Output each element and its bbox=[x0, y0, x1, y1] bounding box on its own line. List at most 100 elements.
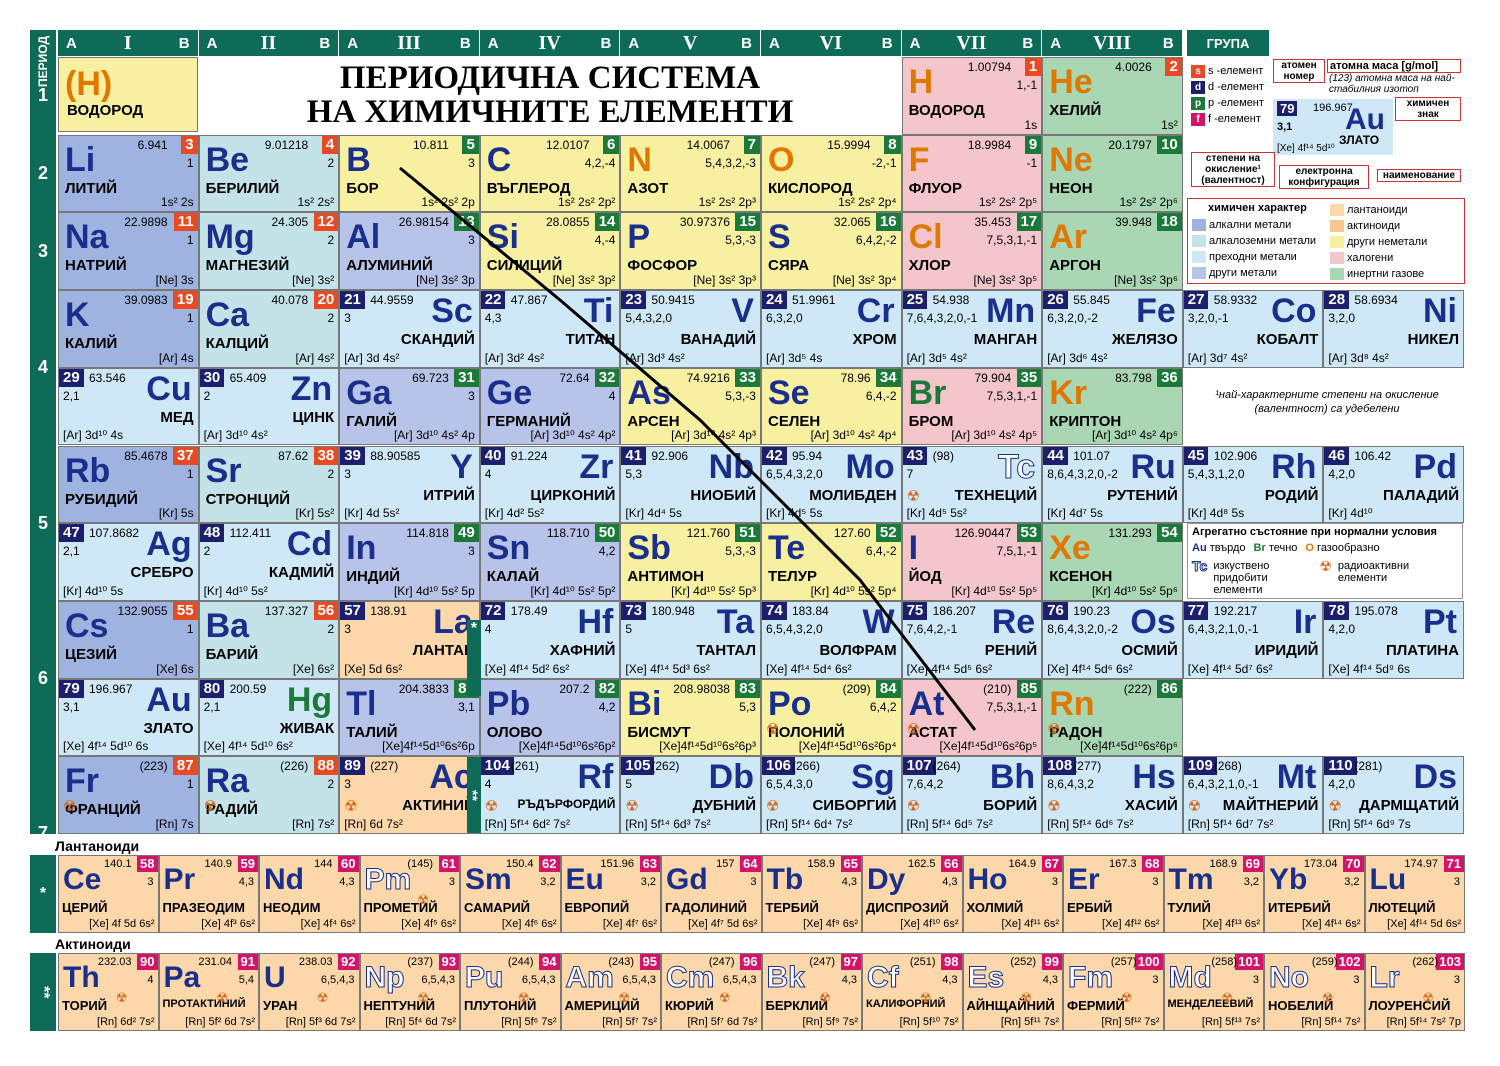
cell-cs[interactable]: 55 132.9055 Cs ЦЕЗИЙ 1 [Xe] 6s bbox=[58, 600, 199, 679]
cell-ac[interactable]: 89 (227) Ac АКТИНИЙ 3 [Rn] 6d 7s² ☢ bbox=[339, 756, 480, 834]
cell-no[interactable]: 102 (259) No 3 НОБЕЛИЙ [Rn] 5f¹⁴ 7s² ☢ bbox=[1264, 953, 1365, 1031]
cell-c[interactable]: 6 12.0107 C ВЪГЛЕРОД 4,2,-4 1s² 2s² 2p² bbox=[479, 134, 621, 213]
cell-cu[interactable]: 29 63.546 Cu МЕД 2,1 [Ar] 3d¹⁰ 4s bbox=[58, 367, 199, 446]
cell-ce[interactable]: 58 140.1 Ce 3 ЦЕРИЙ [Xe] 4f 5d 6s² bbox=[58, 855, 159, 933]
cell-th[interactable]: 90 232.03 Th 4 ТОРИЙ [Rn] 6d² 7s² ☢ bbox=[58, 953, 159, 1031]
cell-o[interactable]: 8 15.9994 O КИСЛОРОД -2,-1 1s² 2s² 2p⁴ bbox=[761, 134, 902, 213]
cell-ti[interactable]: 22 47.867 Ti ТИТАН 4,3 [Ar] 3d² 4s² bbox=[479, 290, 621, 368]
cell-rn[interactable]: 86 (222) Rn РАДОН [Xe]4f¹⁴5d¹⁰6s²6p⁶ ☢ bbox=[1042, 678, 1183, 757]
cell-mn[interactable]: 25 54.938 Mn МАНГАН 7,6,4,3,2,0,-1 [Ar] 3d⁵ 4… bbox=[901, 290, 1043, 368]
cell-gd[interactable]: 64 157 Gd 3 ГАДОЛИНИЙ [Xe] 4f⁷ 5d 6s² bbox=[661, 855, 762, 933]
cell-re[interactable]: 75 186.207 Re РЕНИЙ 7,6,4,2,-1 [Xe] 4f¹⁴ 5d⁵ … bbox=[901, 600, 1043, 679]
cell-tb[interactable]: 65 158.9 Tb 4,3 ТЕРБИЙ [Xe] 4f⁹ 6s² bbox=[761, 855, 862, 933]
cell-br[interactable]: 35 79.904 Br БРОМ 7,5,3,1,-1 [Ar] 3d¹⁰ 4s² 4p… bbox=[901, 367, 1043, 446]
cell-p[interactable]: 15 30.97376 P ФОСФОР 5,3,-3 [Ne] 3s² 3p³ bbox=[620, 212, 761, 291]
cell-f[interactable]: 9 18.9984 F ФЛУОР -1 1s² 2s² 2p⁵ bbox=[901, 134, 1043, 213]
cell-ta[interactable]: 73 180.948 Ta ТАНТАЛ 5 [Xe] 4f¹⁴ 5d³ 6s² bbox=[620, 600, 761, 679]
cell-dy[interactable]: 66 162.5 Dy 4,3 ДИСПРОЗИЙ [Xe] 4f¹⁰ 6s² bbox=[862, 855, 963, 933]
cell-ar[interactable]: 18 39.948 Ar АРГОН [Ne] 3s² 3p⁶ bbox=[1042, 212, 1183, 291]
cell-pm[interactable]: 61 (145) Pm 3 ПРОМЕТИЙ [Xe] 4f⁵ 6s² ☢ bbox=[359, 855, 460, 933]
cell-fm[interactable]: 100 (257) Fm 3 ФЕРМИЙ [Rn] 5f¹² 7s² ☢ bbox=[1063, 953, 1164, 1031]
cell-yb[interactable]: 70 173.04 Yb 3,2 ИТЕРБИЙ [Xe] 4f¹⁴ 6s² bbox=[1264, 855, 1365, 933]
cell-te[interactable]: 52 127.60 Te ТЕЛУР 6,4,-2 [Kr] 4d¹⁰ 5s² 5p⁴ bbox=[761, 523, 902, 601]
cell-ho[interactable]: 67 164.9 Ho 3 ХОЛМИЙ [Xe] 4f¹¹ 6s² bbox=[962, 855, 1063, 933]
cell-la[interactable]: 57 138.91 La ЛАНТАН 3 [Xe] 5d 6s² bbox=[339, 600, 480, 679]
cell-rb[interactable]: 37 85.4678 Rb РУБИДИЙ 1 [Kr] 5s bbox=[58, 445, 199, 524]
cell-lu[interactable]: 71 174.97 Lu 3 ЛЮТЕЦИЙ [Xe] 4f¹⁴ 5d 6s² bbox=[1364, 855, 1465, 933]
cell-hs[interactable]: 108 (277) Hs ХАСИЙ 8,6,4,3,2 [Rn] 5f¹⁴ 6d⁶ 7s… bbox=[1042, 756, 1183, 834]
cell-np[interactable]: 93 (237) Np 6,5,4,3 НЕПТУНИЙ [Rn] 5f⁴ 6d 7s² ☢ bbox=[359, 953, 460, 1031]
cell-in[interactable]: 49 114.818 In ИНДИЙ 3 [Kr] 4d¹⁰ 5s² 5p bbox=[339, 523, 480, 601]
cell-rh[interactable]: 45 102.906 Rh РОДИЙ 5,4,3,1,2,0 [Kr] 4d⁸ 5s bbox=[1182, 445, 1324, 524]
cell-ba[interactable]: 56 137.327 Ba БАРИЙ 2 [Xe] 6s² bbox=[198, 600, 340, 679]
cell-pt[interactable]: 78 195.078 Pt ПЛАТИНА 4,2,0 [Xe] 4f¹⁴ 5d⁹ 6s bbox=[1323, 600, 1464, 679]
cell-es[interactable]: 99 (252) Es 4,3 АЙНЩАЙНИЙ [Rn] 5f¹¹ 7s² ☢ bbox=[962, 953, 1063, 1031]
cell-li[interactable]: 3 6.941 Li ЛИТИЙ 1 1s² 2s bbox=[58, 134, 199, 213]
cell-ir[interactable]: 77 192.217 Ir ИРИДИЙ 6,4,3,2,1,0,-1 [Xe] 4f¹⁴… bbox=[1182, 600, 1324, 679]
cell-sm[interactable]: 62 150.4 Sm 3,2 САМАРИЙ [Xe] 4f⁶ 6s² bbox=[460, 855, 561, 933]
cell-at[interactable]: 85 (210) At АСТАТ 7,5,3,1,-1 [Xe]4f¹⁴5d¹⁰6s²6… bbox=[901, 678, 1043, 757]
cell-ca[interactable]: 20 40.078 Ca КАЛЦИЙ 2 [Ar] 4s² bbox=[198, 290, 340, 368]
cell-s[interactable]: 16 32.065 S СЯРА 6,4,2,-2 [Ne] 3s² 3p⁴ bbox=[761, 212, 902, 291]
cell-bi[interactable]: 83 208.98038 Bi БИСМУТ 5,3 [Xe]4f¹⁴5d¹⁰6s²6p³ bbox=[620, 678, 761, 757]
cell-b[interactable]: 5 10.811 B БОР 3 1s² 2s² 2p bbox=[339, 134, 480, 213]
cell-cm[interactable]: 96 (247) Cm 6,5,4,3 КЮРИЙ [Rn] 5f⁷ 6d 7s² ☢ bbox=[661, 953, 762, 1031]
cell-zn[interactable]: 30 65.409 Zn ЦИНК 2 [Ar] 3d¹⁰ 4s² bbox=[198, 367, 340, 446]
cell-ra[interactable]: 88 (226) Ra РАДИЙ 2 [Rn] 7s² ☢ bbox=[198, 756, 340, 834]
cell-kr[interactable]: 36 83.798 Kr КРИПТОН [Ar] 3d¹⁰ 4s² 4p⁶ bbox=[1042, 367, 1183, 446]
cell-as[interactable]: 33 74.9216 As АРСЕН 5,3,-3 [Ar] 3d¹⁰ 4s² 4p³ bbox=[620, 367, 761, 446]
cell-be[interactable]: 4 9.01218 Be БЕРИЛИЙ 2 1s² 2s² bbox=[198, 134, 340, 213]
cell-au[interactable]: 79 196.967 Au ЗЛАТО 3,1 [Xe] 4f¹⁴ 5d¹⁰ 6s bbox=[58, 678, 199, 757]
cell-pb[interactable]: 82 207.2 Pb ОЛОВО 4,2 [Xe]4f¹⁴5d¹⁰6s²6p² bbox=[479, 678, 621, 757]
cell-ga[interactable]: 31 69.723 Ga ГАЛИЙ 3 [Ar] 3d¹⁰ 4s² 4p bbox=[339, 367, 480, 446]
cell-rf[interactable]: 104 (261) Rf РЪДЪРФОРДИЙ 4 [Rn] 5f¹⁴ 6d² 7s² ☢ bbox=[479, 756, 621, 834]
cell-tc[interactable]: 43 (98) Tc ТЕХНЕЦИЙ 7 [Kr] 4d⁵ 5s² ☢ bbox=[901, 445, 1043, 524]
cell-sn[interactable]: 50 118.710 Sn КАЛАЙ 4,2 [Kr] 4d¹⁰ 5s² 5p² bbox=[479, 523, 621, 601]
cell-db[interactable]: 105 (262) Db ДУБНИЙ 5 [Rn] 5f¹⁴ 6d³ 7s² ☢ bbox=[620, 756, 761, 834]
cell-zr[interactable]: 40 91.224 Zr ЦИРКОНИЙ 4 [Kr] 4d² 5s² bbox=[479, 445, 621, 524]
cell-se[interactable]: 34 78.96 Se СЕЛЕН 6,4,-2 [Ar] 3d¹⁰ 4s² 4p⁴ bbox=[761, 367, 902, 446]
cell-lr[interactable]: 103 (262) Lr 3 ЛОУРЕНСИЙ [Rn] 5f¹⁴ 7s² 7p ☢ bbox=[1364, 953, 1465, 1031]
cell-he[interactable]: 2 4.0026 He ХЕЛИЙ 1s² bbox=[1042, 57, 1183, 135]
cell-i[interactable]: 53 126.90447 I ЙОД 7,5,1,-1 [Kr] 4d¹⁰ 5s² 5p⁵ bbox=[901, 523, 1043, 601]
cell-w[interactable]: 74 183.84 W ВОЛФРАМ 6,5,4,3,2,0 [Xe] 4f¹⁴ 5d⁴… bbox=[761, 600, 902, 679]
cell-xe[interactable]: 54 131.293 Xe КСЕНОН [Kr] 4d¹⁰ 5s² 5p⁶ bbox=[1042, 523, 1183, 601]
cell-sb[interactable]: 51 121.760 Sb АНТИМОН 5,3,-3 [Kr] 4d¹⁰ 5s² 5p… bbox=[620, 523, 761, 601]
cell-pd[interactable]: 46 106.42 Pd ПАЛАДИЙ 4,2,0 [Kr] 4d¹⁰ bbox=[1323, 445, 1464, 524]
cell-hf[interactable]: 72 178.49 Hf ХАФНИЙ 4 [Xe] 4f¹⁴ 5d² 6s² bbox=[479, 600, 621, 679]
cell-cd[interactable]: 48 112.411 Cd КАДМИЙ 2 [Kr] 4d¹⁰ 5s² bbox=[198, 523, 340, 601]
cell-po[interactable]: 84 (209) Po ПОЛОНИЙ 6,4,2 [Xe]4f¹⁴5d¹⁰6s²6p⁴ ☢ bbox=[761, 678, 902, 757]
cell-u[interactable]: 92 238.03 U 6,5,4,3 УРАН [Rn] 5f³ 6d 7s² ☢ bbox=[259, 953, 360, 1031]
cell-os[interactable]: 76 190.23 Os ОСМИЙ 8,6,4,3,2,0,-2 [Xe] 4f¹⁴ 5… bbox=[1042, 600, 1183, 679]
cell-md[interactable]: 101 (258) Md 3 МЕНДЕЛЕЕВИЙ [Rn] 5f¹³ 7s² ☢ bbox=[1163, 953, 1264, 1031]
cell-fe[interactable]: 26 55.845 Fe ЖЕЛЯЗО 6,3,2,0,-2 [Ar] 3d⁶ 4s² bbox=[1042, 290, 1183, 368]
cell-bh[interactable]: 107 (264) Bh БОРИЙ 7,6,4,2 [Rn] 5f¹⁴ 6d⁵ 7s² ☢ bbox=[901, 756, 1043, 834]
cell-bk[interactable]: 97 (247) Bk 4,3 БЕРКЛИЙ [Rn] 5f⁹ 7s² ☢ bbox=[761, 953, 862, 1031]
cell-cr[interactable]: 24 51.9961 Cr ХРОМ 6,3,2,0 [Ar] 3d⁵ 4s bbox=[761, 290, 902, 368]
cell-k[interactable]: 19 39.0983 K КАЛИЙ 1 [Ar] 4s bbox=[58, 290, 199, 368]
cell-sc[interactable]: 21 44.9559 Sc СКАНДИЙ 3 [Ar] 3d 4s² bbox=[339, 290, 480, 368]
cell-cf[interactable]: 98 (251) Cf 4,3 КАЛИФОРНИЙ [Rn] 5f¹⁰ 7s² ☢ bbox=[862, 953, 963, 1031]
cell-ds[interactable]: 110 (281) Ds ДАРМЩАТИЙ 4,2,0 [Rn] 5f¹⁴ 6d⁹ 7s… bbox=[1323, 756, 1464, 834]
cell-y[interactable]: 39 88.90585 Y ИТРИЙ 3 [Kr] 4d 5s² bbox=[339, 445, 480, 524]
cell-eu[interactable]: 63 151.96 Eu 3,2 ЕВРОПИЙ [Xe] 4f⁷ 6s² bbox=[560, 855, 661, 933]
cell-h[interactable]: 1 1.00794 H ВОДОРОД 1,-1 1s bbox=[901, 57, 1043, 135]
cell-er[interactable]: 68 167.3 Er 3 ЕРБИЙ [Xe] 4f¹² 6s² bbox=[1063, 855, 1164, 933]
cell-mo[interactable]: 42 95.94 Mo МОЛИБДЕН 6,5,4,3,2,0 [Kr] 4d⁵ 5s bbox=[761, 445, 902, 524]
cell-na[interactable]: 11 22.9898 Na НАТРИЙ 1 [Ne] 3s bbox=[58, 212, 199, 291]
cell-si[interactable]: 14 28.0855 Si СИЛИЦИЙ 4,-4 [Ne] 3s² 3p² bbox=[479, 212, 621, 291]
cell-am[interactable]: 95 (243) Am 6,5,4,3 АМЕРИЦИЙ [Rn] 5f⁷ 7s² ☢ bbox=[560, 953, 661, 1031]
cell-ge[interactable]: 32 72.64 Ge ГЕРМАНИЙ 4 [Ar] 3d¹⁰ 4s² 4p² bbox=[479, 367, 621, 446]
cell-fr[interactable]: 87 (223) Fr ФРАНЦИЙ 1 [Rn] 7s ☢ bbox=[58, 756, 199, 834]
cell-mt[interactable]: 109 (268) Mt МАЙТНЕРИЙ 6,4,3,2,1,0,-1 [Rn] 5f… bbox=[1182, 756, 1324, 834]
cell-tm[interactable]: 69 168.9 Tm 3,2 ТУЛИЙ [Xe] 4f¹³ 6s² bbox=[1163, 855, 1264, 933]
cell-cl[interactable]: 17 35.453 Cl ХЛОР 7,5,3,1,-1 [Ne] 3s² 3p⁵ bbox=[901, 212, 1043, 291]
cell-v[interactable]: 23 50.9415 V ВАНАДИЙ 5,4,3,2,0 [Ar] 3d³ 4s² bbox=[620, 290, 761, 368]
cell-sr[interactable]: 38 87.62 Sr СТРОНЦИЙ 2 [Kr] 5s² bbox=[198, 445, 340, 524]
cell-ru[interactable]: 44 101.07 Ru РУТЕНИЙ 8,6,4,3,2,0,-2 [Kr] 4d⁷ … bbox=[1042, 445, 1183, 524]
cell-hg[interactable]: 80 200.59 Hg ЖИВАК 2,1 [Xe] 4f¹⁴ 5d¹⁰ 6s² bbox=[198, 678, 340, 757]
cell-nb[interactable]: 41 92.906 Nb НИОБИЙ 5,3 [Kr] 4d⁴ 5s bbox=[620, 445, 761, 524]
cell-h-group1[interactable]: (H) ВОДОРОД bbox=[58, 57, 198, 132]
cell-ne[interactable]: 10 20.1797 Ne НЕОН 1s² 2s² 2p⁶ bbox=[1042, 134, 1183, 213]
